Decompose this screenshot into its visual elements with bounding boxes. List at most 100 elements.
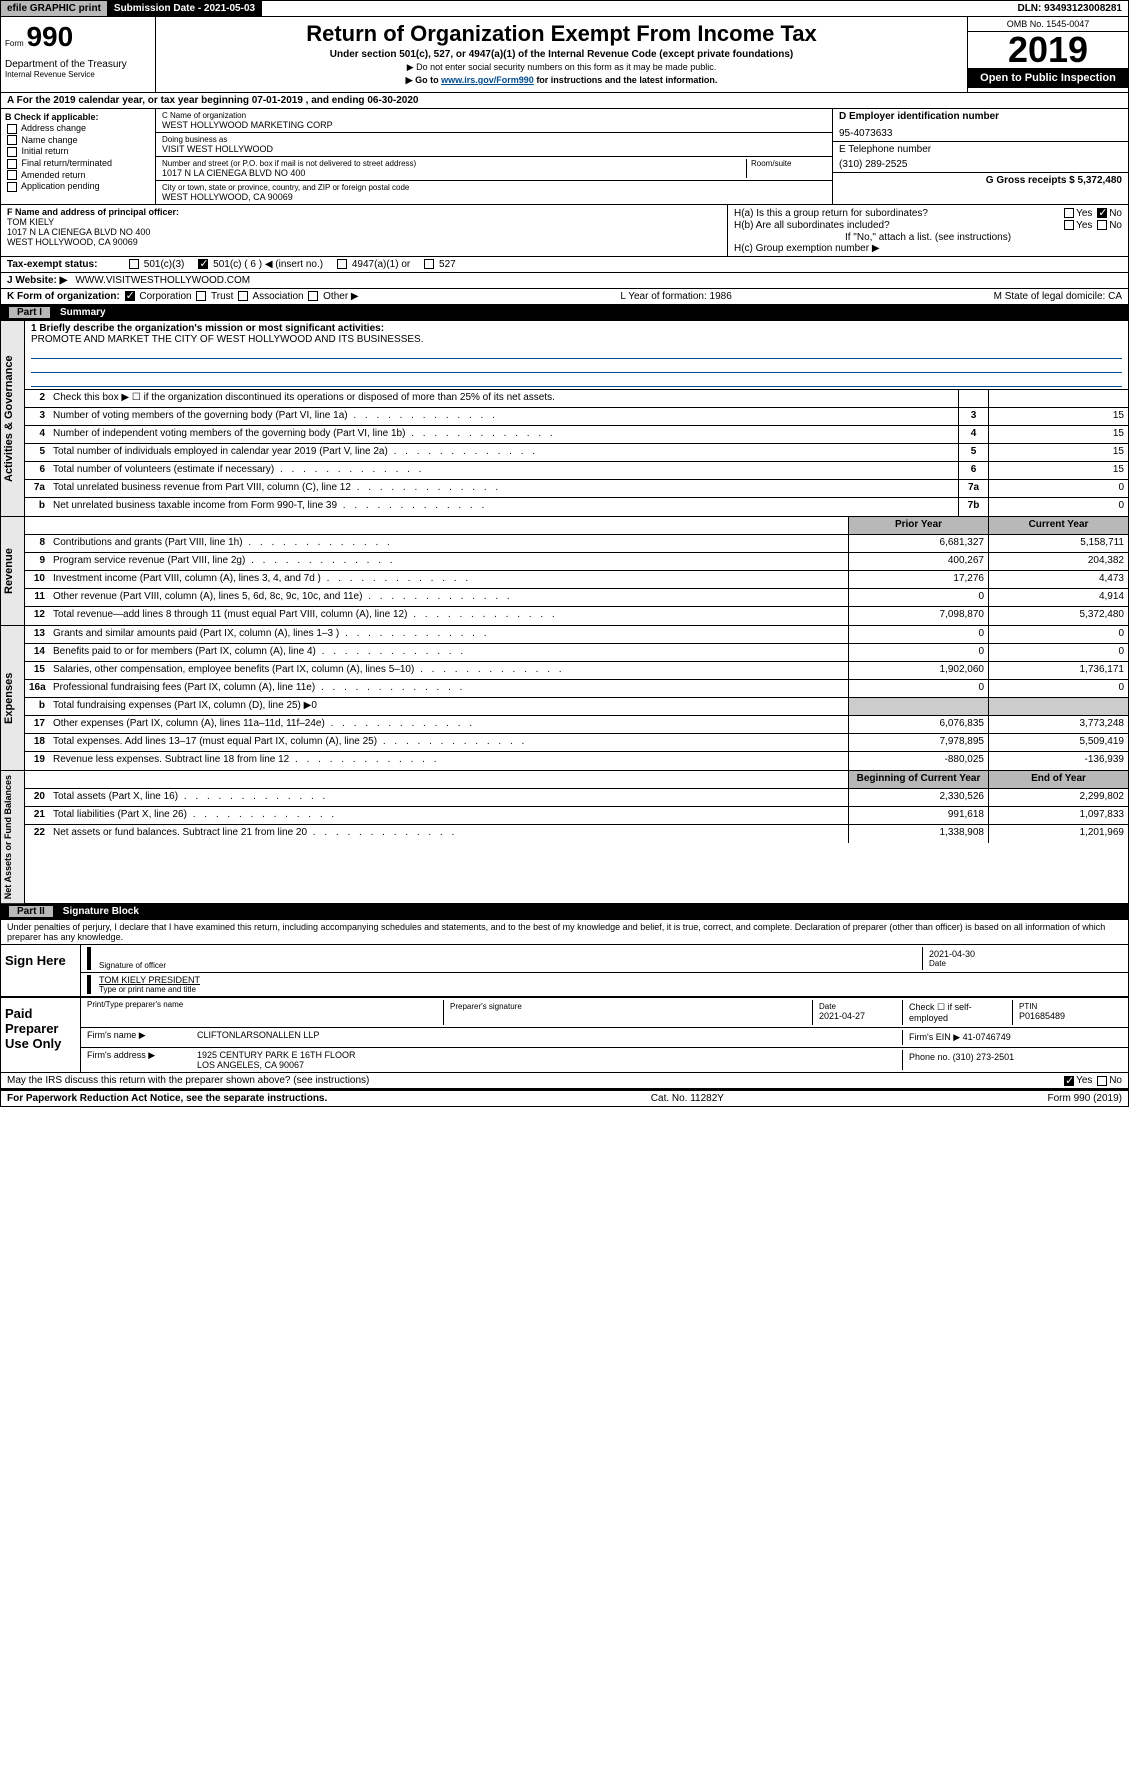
chk-amended: Amended return (5, 170, 151, 181)
dba-value: VISIT WEST HOLLYWOOD (162, 144, 826, 154)
goto-pre: ▶ Go to (406, 75, 441, 85)
pra-notice: For Paperwork Reduction Act Notice, see … (7, 1093, 327, 1104)
ein-value: 95-4073633 (839, 128, 1122, 139)
addr-label: Number and street (or P.O. box if mail i… (162, 159, 746, 168)
table-row: 11 Other revenue (Part VIII, column (A),… (25, 589, 1128, 607)
side-tab-netassets: Net Assets or Fund Balances (1, 771, 25, 903)
discuss-text: May the IRS discuss this return with the… (7, 1075, 369, 1086)
part1-title: Summary (60, 307, 106, 318)
form-title: Return of Organization Exempt From Incom… (160, 21, 963, 47)
table-row: 19 Revenue less expenses. Subtract line … (25, 752, 1128, 770)
discuss-yes[interactable] (1064, 1076, 1074, 1086)
l-year: L Year of formation: 1986 (620, 291, 731, 302)
side-tab-governance: Activities & Governance (1, 321, 25, 516)
table-row: 18 Total expenses. Add lines 13–17 (must… (25, 734, 1128, 752)
section-b-thru-g: B Check if applicable: Address change Na… (0, 109, 1129, 205)
table-row: 4 Number of independent voting members o… (25, 426, 1128, 444)
ha-no[interactable] (1097, 208, 1107, 218)
ein-label: D Employer identification number (839, 111, 1122, 122)
hdr-curr: Current Year (988, 517, 1128, 534)
mission-q: 1 Briefly describe the organization's mi… (31, 323, 1122, 334)
part1-label: Part I (9, 307, 50, 318)
table-row: 12 Total revenue—add lines 8 through 11 … (25, 607, 1128, 625)
table-row: 14 Benefits paid to or for members (Part… (25, 644, 1128, 662)
paid-preparer-label: Paid Preparer Use Only (1, 998, 81, 1072)
table-row: 6 Total number of volunteers (estimate i… (25, 462, 1128, 480)
cat-no: Cat. No. 11282Y (651, 1093, 724, 1104)
chk-initial: Initial return (5, 146, 151, 157)
firm-ein: 41-0746749 (963, 1032, 1011, 1042)
netassets-section: Net Assets or Fund Balances Beginning of… (0, 771, 1129, 904)
prep-name-label: Print/Type preparer's name (87, 1000, 443, 1009)
prep-date: 2021-04-27 (819, 1011, 896, 1021)
k-row: K Form of organization: Corporation Trus… (0, 289, 1129, 305)
hdr-end: End of Year (988, 771, 1128, 788)
firm-name-label: Firm's name ▶ (87, 1030, 197, 1045)
part1-header: Part I Summary (0, 305, 1129, 321)
efile-label[interactable]: efile GRAPHIC print (1, 1, 108, 16)
mission-a: PROMOTE AND MARKET THE CITY OF WEST HOLL… (31, 334, 1122, 345)
officer-addr2: WEST HOLLYWOOD, CA 90069 (7, 237, 721, 247)
discuss-row: May the IRS discuss this return with the… (0, 1073, 1129, 1089)
prep-self-emp: Check ☐ if self-employed (902, 1000, 1012, 1025)
sig-date-label: Date (929, 959, 1116, 968)
website-row: J Website: ▶ WWW.VISITWESTHOLLYWOOD.COM (0, 273, 1129, 289)
officer-name: TOM KIELY (7, 217, 721, 227)
discuss-no[interactable] (1097, 1076, 1107, 1086)
website-value[interactable]: WWW.VISITWESTHOLLYWOOD.COM (75, 275, 250, 286)
officer-addr1: 1017 N LA CIENEGA BLVD NO 400 (7, 227, 721, 237)
table-row: 9 Program service revenue (Part VIII, li… (25, 553, 1128, 571)
firm-name: CLIFTONLARSONALLEN LLP (197, 1030, 902, 1045)
hb-note: If "No," attach a list. (see instruction… (734, 232, 1122, 243)
form-prefix: Form (5, 39, 24, 48)
table-row: 5 Total number of individuals employed i… (25, 444, 1128, 462)
form-footer: Form 990 (2019) (1048, 1093, 1122, 1104)
table-row: 10 Investment income (Part VIII, column … (25, 571, 1128, 589)
hdr-begin: Beginning of Current Year (848, 771, 988, 788)
expenses-section: Expenses 13 Grants and similar amounts p… (0, 626, 1129, 771)
chk-address: Address change (5, 123, 151, 134)
dba-label: Doing business as (162, 135, 826, 144)
declaration: Under penalties of perjury, I declare th… (1, 920, 1128, 944)
prep-date-label: Date (819, 1002, 896, 1011)
table-row: 21 Total liabilities (Part X, line 26) 9… (25, 807, 1128, 825)
sig-name-label: Type or print name and title (99, 985, 1122, 994)
m-state: M State of legal domicile: CA (994, 291, 1122, 302)
table-row: 8 Contributions and grants (Part VIII, l… (25, 535, 1128, 553)
goto-post: for instructions and the latest informat… (536, 75, 717, 85)
table-row: 2 Check this box ▶ ☐ if the organization… (25, 390, 1128, 408)
revenue-section: Revenue Prior Year Current Year 8 Contri… (0, 517, 1129, 626)
table-row: 15 Salaries, other compensation, employe… (25, 662, 1128, 680)
firm-ein-label: Firm's EIN ▶ (909, 1032, 960, 1042)
tax-status-label: Tax-exempt status: (7, 259, 127, 270)
table-row: 7a Total unrelated business revenue from… (25, 480, 1128, 498)
sig-name: TOM KIELY PRESIDENT (99, 975, 1122, 985)
row-a-period: A For the 2019 calendar year, or tax yea… (0, 93, 1129, 109)
chk-name: Name change (5, 135, 151, 146)
hb-label: H(b) Are all subordinates included? (734, 220, 890, 231)
part2-label: Part II (9, 906, 53, 917)
table-row: 16a Professional fundraising fees (Part … (25, 680, 1128, 698)
table-row: 22 Net assets or fund balances. Subtract… (25, 825, 1128, 843)
chk-pending: Application pending (5, 181, 151, 192)
hdr-prior: Prior Year (848, 517, 988, 534)
ptin-label: PTIN (1019, 1002, 1116, 1011)
open-public: Open to Public Inspection (968, 68, 1128, 88)
form-number: 990 (26, 21, 73, 52)
org-name-label: C Name of organization (162, 111, 826, 120)
officer-label: F Name and address of principal officer: (7, 207, 721, 217)
firm-addr1: 1925 CENTURY PARK E 16TH FLOOR (197, 1050, 902, 1060)
sign-here-label: Sign Here (1, 945, 81, 996)
part2-header: Part II Signature Block (0, 904, 1129, 920)
table-row: 20 Total assets (Part X, line 16) 2,330,… (25, 789, 1128, 807)
hb-no[interactable] (1097, 220, 1107, 230)
hc-label: H(c) Group exemption number ▶ (734, 243, 1122, 254)
irs-link[interactable]: www.irs.gov/Form990 (441, 75, 534, 85)
tax-year: 2019 (968, 32, 1128, 68)
hb-yes[interactable] (1064, 220, 1074, 230)
ha-yes[interactable] (1064, 208, 1074, 218)
form-header: Form 990 Department of the Treasury Inte… (0, 17, 1129, 93)
ssn-notice: ▶ Do not enter social security numbers o… (160, 62, 963, 73)
firm-addr2: LOS ANGELES, CA 90067 (197, 1060, 902, 1070)
table-row: b Total fundraising expenses (Part IX, c… (25, 698, 1128, 716)
